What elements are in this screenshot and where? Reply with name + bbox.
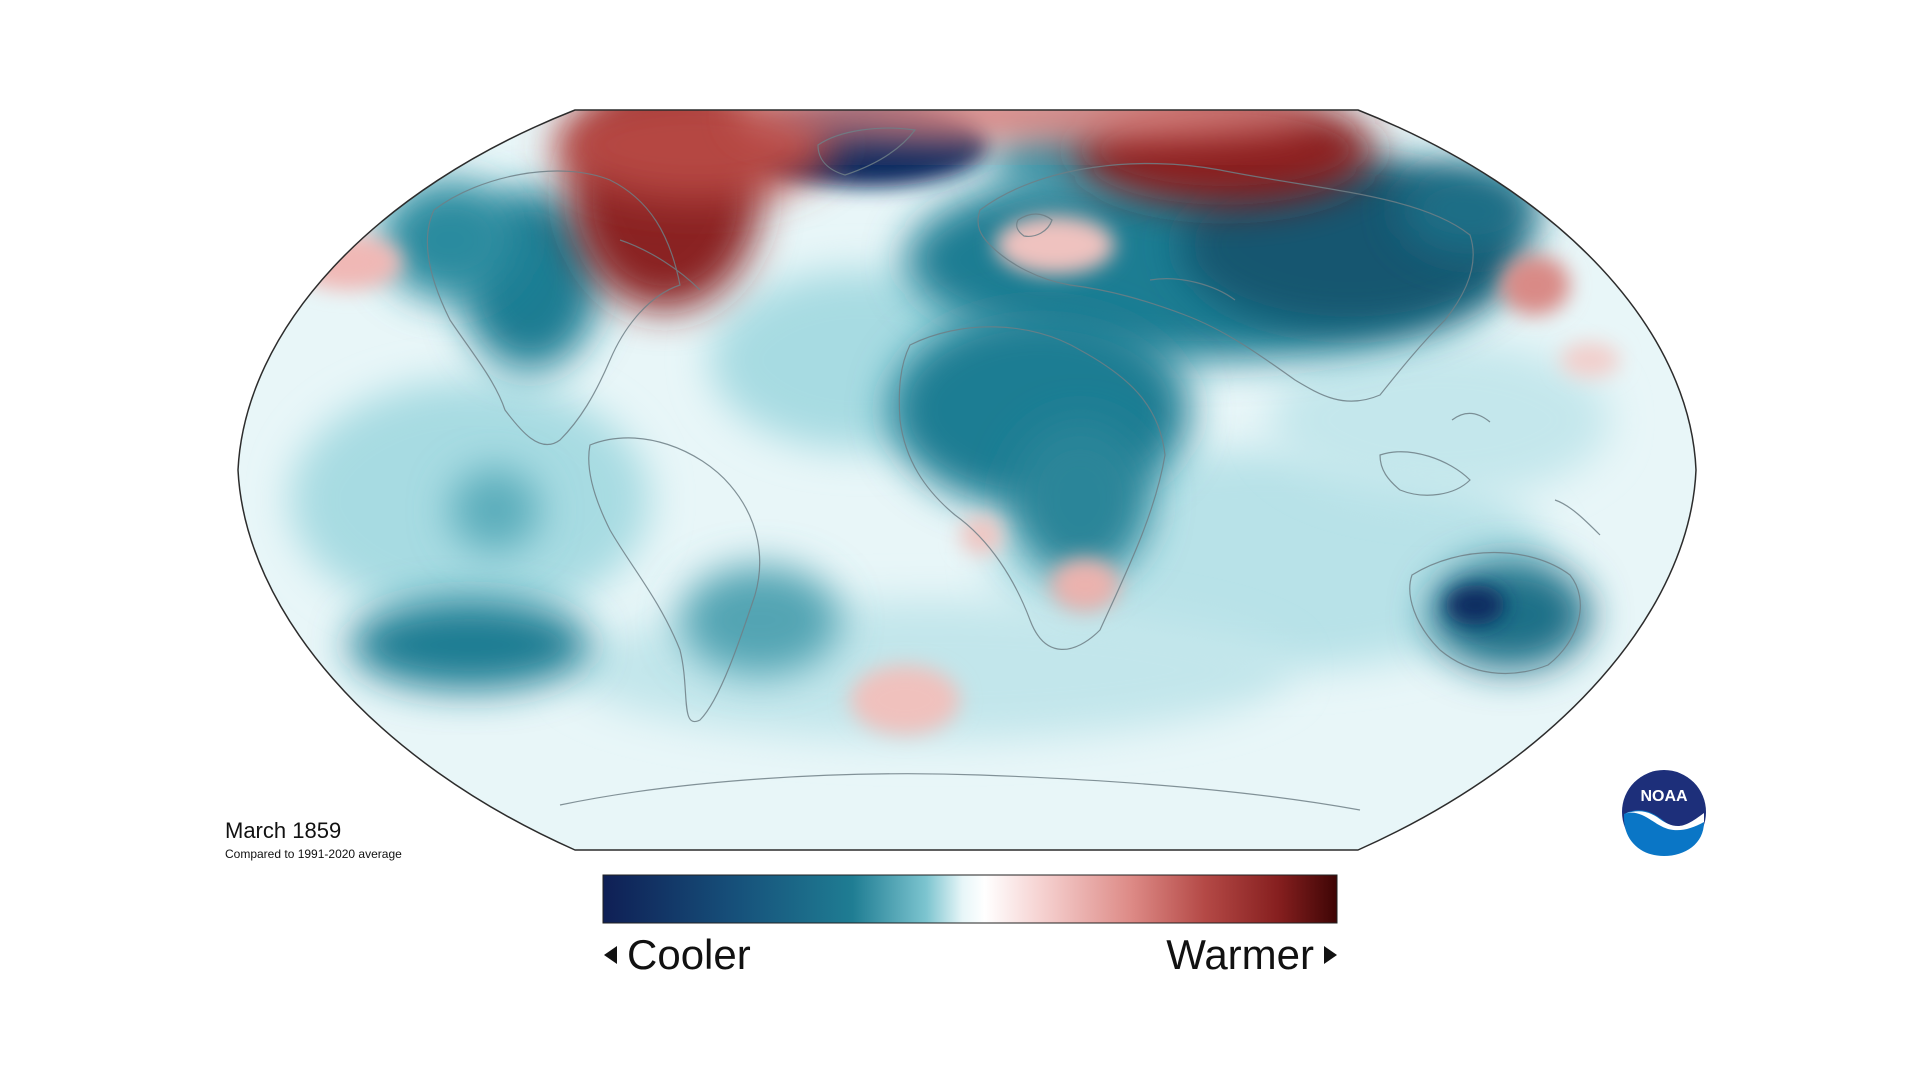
right-arrow-icon [1324, 946, 1337, 964]
warmer-text: Warmer [1166, 931, 1314, 978]
warmer-label: Warmer [1166, 930, 1337, 980]
cooler-label: Cooler [604, 930, 751, 980]
left-arrow-icon [604, 946, 617, 964]
legend-color-scale [602, 874, 1338, 924]
globe-border [237, 109, 1697, 851]
map-subtitle: Compared to 1991-2020 average [225, 847, 402, 861]
anomaly-field [238, 110, 1696, 850]
noaa-logo: NOAA [1622, 770, 1706, 856]
cooler-text: Cooler [627, 931, 751, 978]
map-caption: March 1859 Compared to 1991-2020 average [225, 818, 402, 862]
noaa-logo-text: NOAA [1640, 788, 1688, 805]
map-title: March 1859 [225, 818, 342, 843]
coastline-layer [426, 127, 1601, 811]
